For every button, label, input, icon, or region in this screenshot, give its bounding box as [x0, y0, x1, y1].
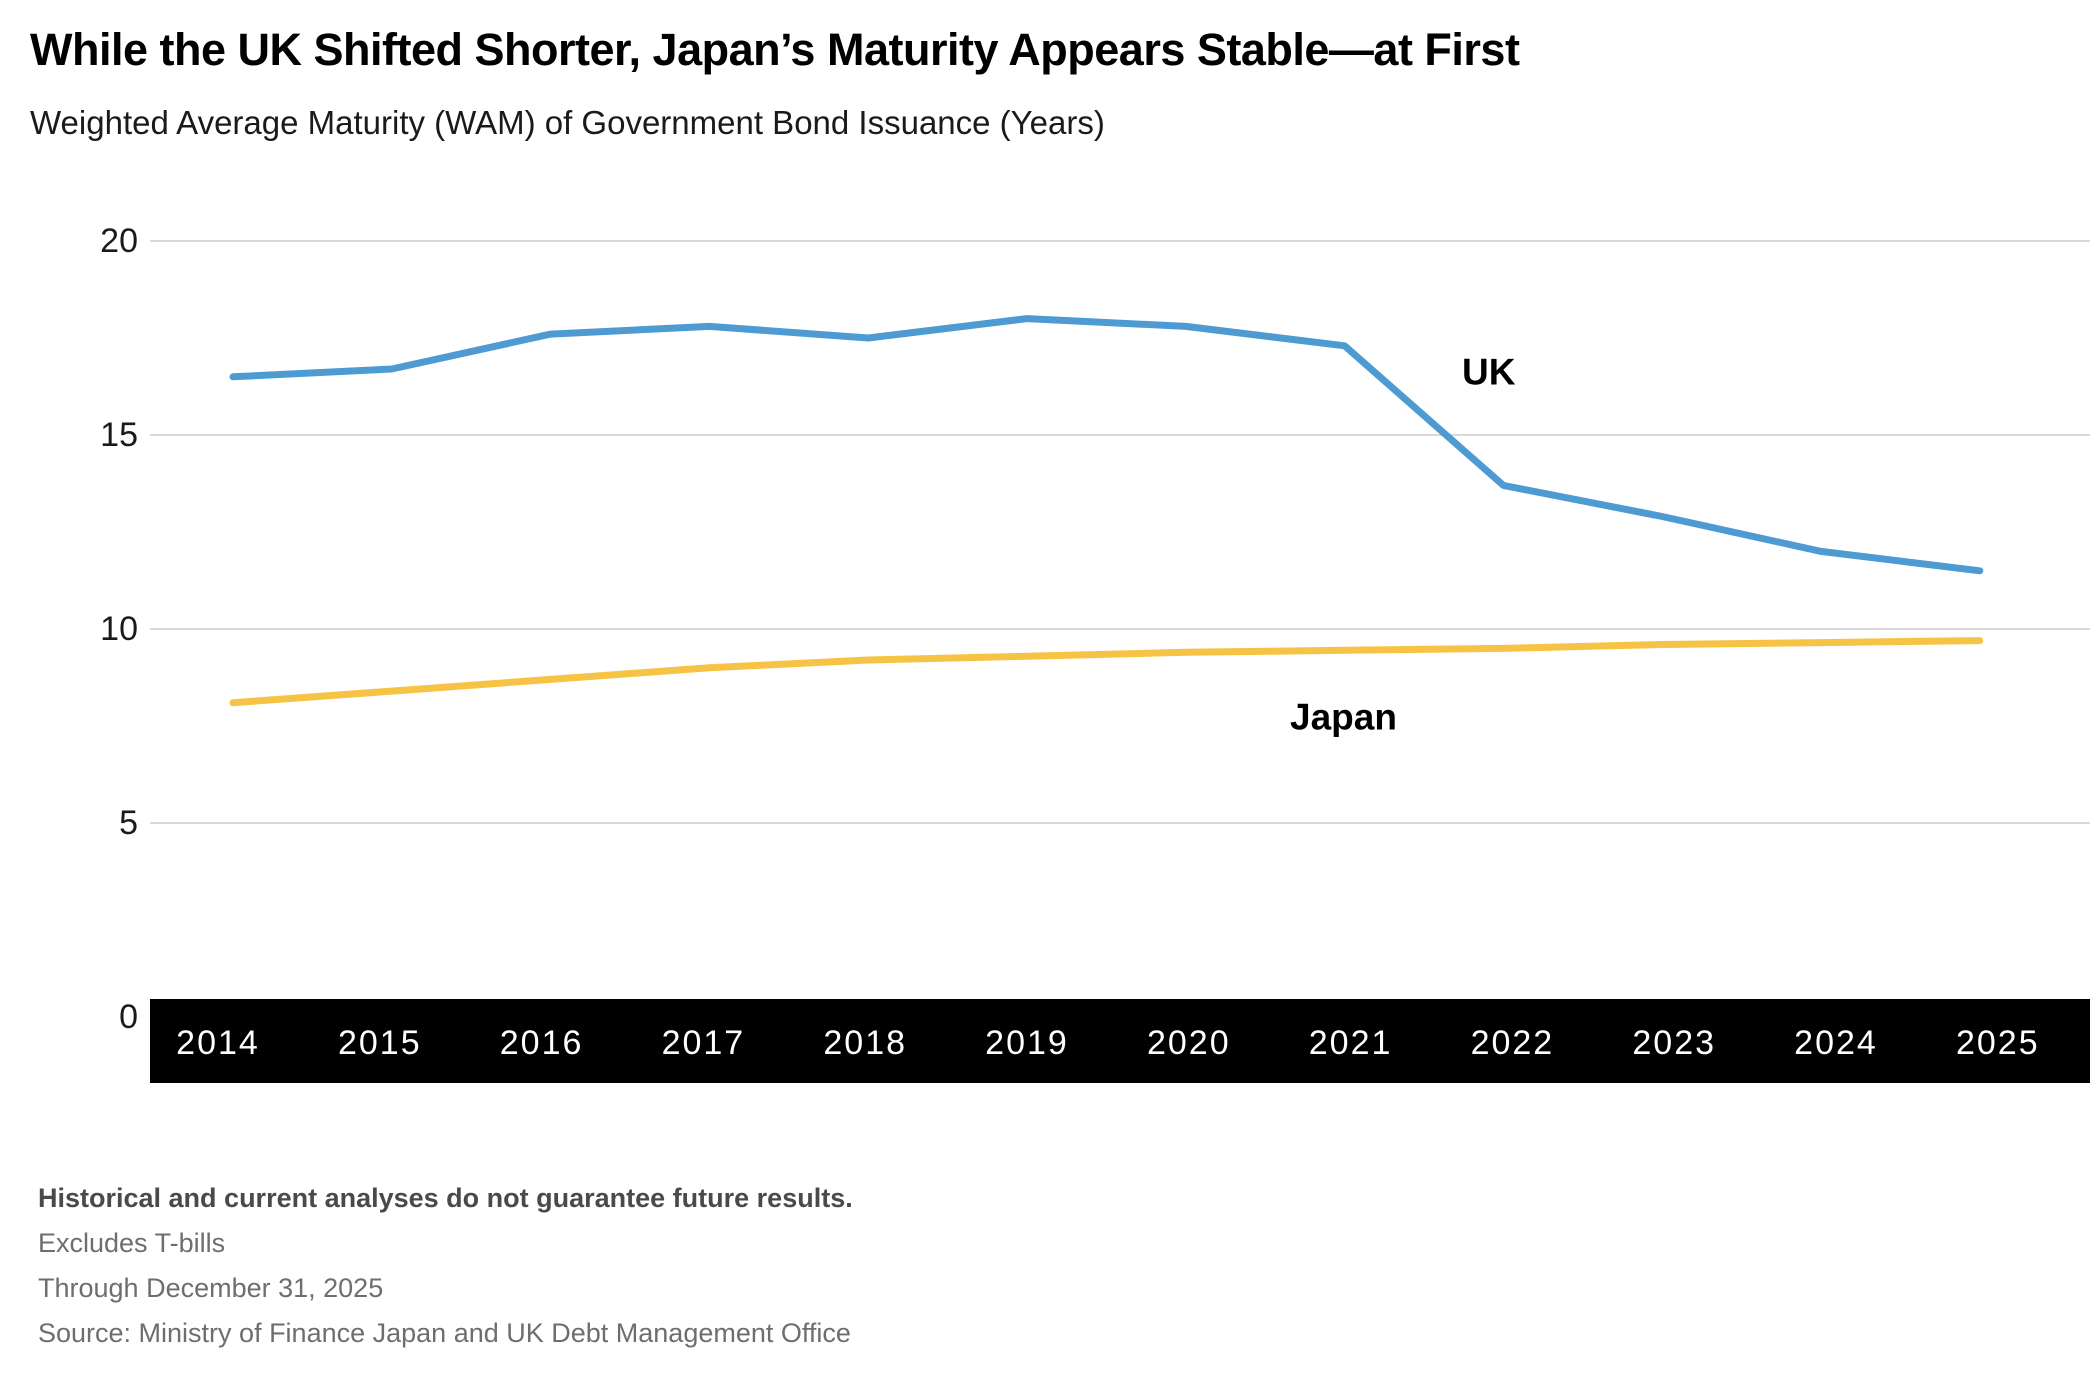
- xtick-label-2023: 2023: [1632, 1024, 1716, 1062]
- xtick-label-2022: 2022: [1471, 1024, 1555, 1062]
- xtick-label-2024: 2024: [1794, 1024, 1878, 1062]
- footnote-excludes-tbills: Excludes T-bills: [38, 1228, 226, 1258]
- ytick-label-20: 20: [100, 222, 138, 260]
- x-axis-band: [150, 999, 2090, 1083]
- disclaimer-text: Historical and current analyses do not g…: [38, 1183, 853, 1213]
- ytick-label-10: 10: [100, 610, 138, 648]
- ytick-label-0: 0: [119, 998, 138, 1036]
- page-title: While the UK Shifted Shorter, Japan’s Ma…: [30, 24, 1520, 75]
- xtick-label-2021: 2021: [1309, 1024, 1393, 1062]
- footnote-through-date: Through December 31, 2025: [38, 1273, 384, 1303]
- y-axis-tick-labels: 0 5 10 15 20: [100, 222, 138, 1036]
- xtick-label-2017: 2017: [662, 1024, 746, 1062]
- xtick-label-2015: 2015: [338, 1024, 422, 1062]
- xtick-label-2018: 2018: [823, 1024, 907, 1062]
- xtick-label-2014: 2014: [176, 1024, 260, 1062]
- xtick-label-2016: 2016: [500, 1024, 584, 1062]
- x-axis-year-labels: 2014 2015 2016 2017 2018 2019 2020 2021 2022 2023…: [176, 1024, 2040, 1062]
- wam-line-chart: 0 5 10 15 20 2014 2015 2016 2017 2018 2019 2020 202…: [100, 222, 2090, 1083]
- xtick-label-2025: 2025: [1956, 1024, 2040, 1062]
- ytick-label-5: 5: [119, 804, 138, 842]
- japan-series-label: Japan: [1290, 697, 1397, 738]
- footnotes-block: Historical and current analyses do not g…: [38, 1176, 853, 1356]
- chart-subtitle: Weighted Average Maturity (WAM) of Gover…: [30, 104, 1105, 141]
- source-text: Source: Ministry of Finance Japan and UK…: [38, 1318, 851, 1348]
- series-lines: [229, 315, 1984, 707]
- japan-line: [229, 637, 1984, 707]
- uk-series-label: UK: [1462, 352, 1516, 393]
- xtick-label-2019: 2019: [985, 1024, 1069, 1062]
- xtick-label-2020: 2020: [1147, 1024, 1231, 1062]
- uk-line: [229, 315, 1984, 575]
- gridlines: [150, 240, 2090, 824]
- ytick-label-15: 15: [100, 416, 138, 454]
